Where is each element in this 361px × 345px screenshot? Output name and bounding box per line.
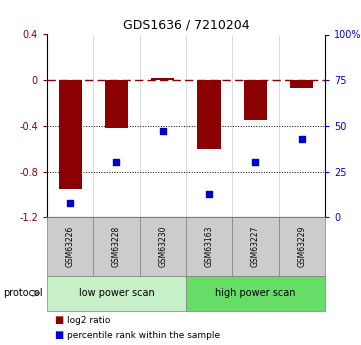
Text: GSM63230: GSM63230	[158, 226, 167, 267]
Text: GSM63229: GSM63229	[297, 226, 306, 267]
Point	[253, 160, 258, 165]
Title: GDS1636 / 7210204: GDS1636 / 7210204	[123, 19, 249, 32]
Text: protocol: protocol	[4, 288, 43, 298]
Point	[113, 160, 119, 165]
Point	[160, 129, 166, 134]
Text: log2 ratio: log2 ratio	[67, 316, 110, 325]
Text: ■: ■	[54, 315, 64, 325]
Text: GSM63226: GSM63226	[66, 226, 75, 267]
Point	[67, 200, 73, 206]
Point	[299, 136, 305, 141]
Text: percentile rank within the sample: percentile rank within the sample	[67, 331, 220, 340]
Point	[206, 191, 212, 196]
Bar	[151, 78, 174, 80]
Text: GSM63163: GSM63163	[205, 226, 214, 267]
Bar	[290, 80, 313, 88]
Text: GSM63228: GSM63228	[112, 226, 121, 267]
Text: ■: ■	[54, 331, 64, 340]
Bar	[197, 80, 221, 149]
Bar	[105, 80, 128, 128]
Text: high power scan: high power scan	[215, 288, 296, 298]
Bar	[58, 80, 82, 189]
Bar	[244, 80, 267, 120]
Text: GSM63227: GSM63227	[251, 226, 260, 267]
Text: low power scan: low power scan	[79, 288, 154, 298]
